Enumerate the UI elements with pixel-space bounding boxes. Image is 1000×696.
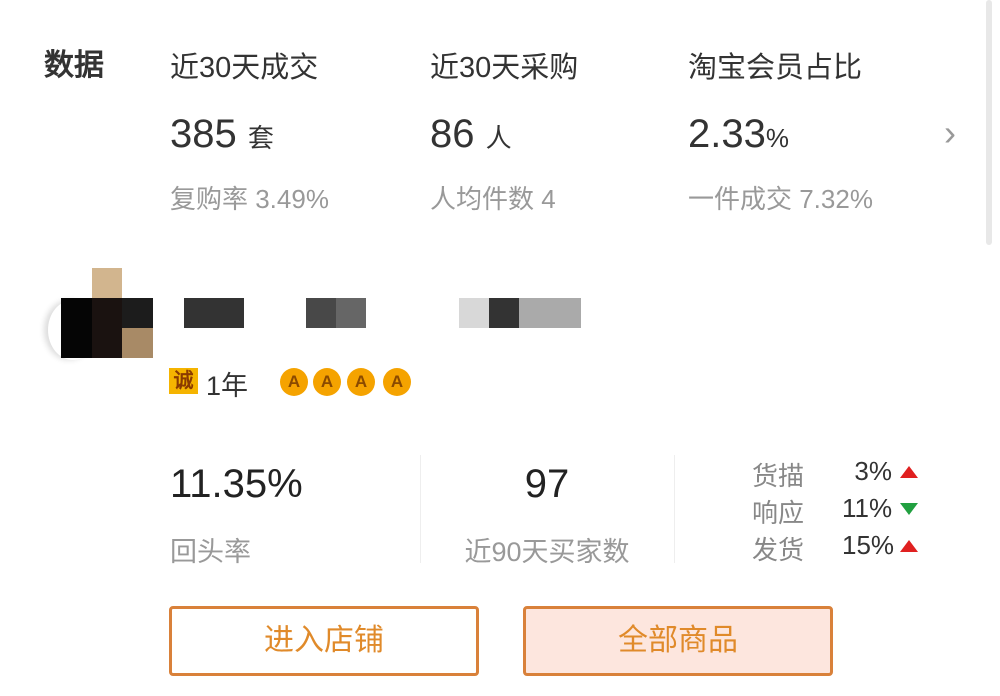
- stat-unit: %: [765, 123, 789, 153]
- stat-label: 近30天采购: [430, 52, 579, 84]
- integrity-badge-icon: 诚: [169, 368, 198, 394]
- divider: [674, 455, 675, 563]
- stat-value: 86: [430, 112, 475, 156]
- chevron-right-icon[interactable]: ›: [944, 112, 956, 153]
- section-title: 数据: [44, 49, 104, 82]
- buyers-value: 97: [524, 462, 570, 506]
- arrow-up-icon: [900, 540, 918, 552]
- arrow-down-icon: [900, 503, 918, 515]
- scrollbar[interactable]: [986, 0, 992, 245]
- divider: [420, 455, 421, 563]
- stat-value: 2.33: [688, 112, 766, 156]
- stat-unit: 套: [247, 123, 274, 153]
- stat-sales[interactable]: 近30天成交 385 套 复购率 3.49%: [170, 44, 329, 216]
- enter-shop-button[interactable]: 进入店铺: [169, 606, 479, 676]
- rating-row: 发货 15%: [752, 530, 922, 567]
- stat-value: 385: [170, 112, 237, 156]
- stat-label: 近30天成交: [170, 52, 319, 84]
- rating-label: 响应: [752, 498, 805, 528]
- arrow-up-icon: [900, 466, 918, 478]
- crown-icon: A: [347, 368, 375, 396]
- rating-value: 3%: [854, 456, 892, 486]
- stat-purchases[interactable]: 近30天采购 86 人 人均件数 4: [430, 44, 578, 216]
- rating-value: 11%: [842, 493, 893, 523]
- buyers-label: 近90天买家数: [464, 537, 630, 567]
- rating-row: 货描 3%: [752, 456, 922, 493]
- rating-value: 15%: [842, 530, 895, 560]
- crown-icon: A: [383, 368, 411, 396]
- return-rate-label: 回头率: [170, 537, 251, 567]
- rating-label: 发货: [752, 535, 805, 565]
- stat-unit: 人: [485, 123, 512, 153]
- stat-sub: 一件成交 7.32%: [688, 184, 873, 214]
- stat-member-ratio[interactable]: 淘宝会员占比 2.33% 一件成交 7.32%: [688, 44, 873, 216]
- shop-years: 1年: [206, 371, 249, 401]
- stat-sub: 复购率 3.49%: [170, 184, 329, 214]
- all-products-button[interactable]: 全部商品: [523, 606, 833, 676]
- crown-icon: A: [280, 368, 308, 396]
- rating-row: 响应 11%: [752, 493, 922, 530]
- stat-label: 淘宝会员占比: [688, 52, 863, 84]
- stat-sub: 人均件数 4: [430, 184, 556, 214]
- crown-icon: A: [313, 368, 341, 396]
- rating-label: 货描: [752, 461, 805, 491]
- return-rate-value: 11.35%: [170, 462, 303, 506]
